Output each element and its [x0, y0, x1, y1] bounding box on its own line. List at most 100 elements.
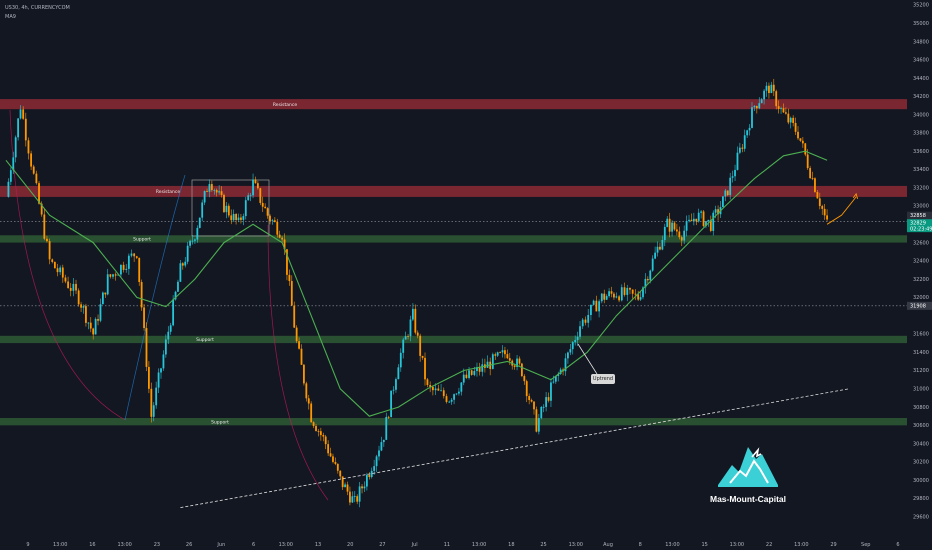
- candle: [552, 375, 555, 384]
- candle: [48, 238, 51, 265]
- candle: [569, 344, 572, 356]
- candle: [743, 129, 746, 152]
- candle: [590, 304, 592, 321]
- time-tick-label: 11: [444, 542, 450, 548]
- upper-price-badge-text: 32858: [910, 213, 926, 219]
- candle: [579, 320, 581, 340]
- candle: [140, 279, 143, 311]
- candle: [656, 241, 659, 257]
- candle: [247, 192, 250, 201]
- candle: [794, 117, 797, 136]
- candle: [537, 413, 540, 435]
- candle: [700, 209, 703, 219]
- candle: [261, 196, 264, 212]
- time-tick-label: Jul: [411, 542, 418, 548]
- candle: [99, 298, 102, 323]
- candle: [67, 276, 69, 289]
- candle: [763, 88, 765, 105]
- time-axis-bg: [0, 538, 932, 550]
- candle: [346, 481, 349, 496]
- candle: [576, 331, 579, 346]
- candle: [424, 352, 426, 386]
- candle: [59, 265, 62, 275]
- time-axis[interactable]: 9 13:00 16 13:00 23 26 Jun 6 13:00 13 20 27 Jul 11 13:…: [0, 538, 932, 550]
- candle: [157, 368, 160, 393]
- candle: [690, 213, 693, 222]
- candle: [322, 432, 325, 442]
- candle: [227, 203, 230, 218]
- candle: [736, 146, 739, 171]
- time-tick-label: 18: [508, 542, 514, 548]
- candle: [104, 292, 107, 298]
- time-tick-label: 13:00: [665, 542, 679, 548]
- candle: [726, 190, 729, 197]
- candle: [476, 362, 478, 377]
- price-tick-label: 31000: [913, 386, 929, 392]
- candle: [46, 235, 48, 243]
- candle: [155, 381, 158, 409]
- candle: [278, 230, 281, 239]
- candle: [80, 301, 82, 313]
- candle: [414, 304, 417, 335]
- candle: [581, 317, 584, 330]
- candle: [646, 276, 649, 284]
- candle: [69, 283, 72, 297]
- candle: [661, 235, 664, 251]
- candle: [784, 107, 787, 115]
- candles-layer: [7, 78, 828, 508]
- ma-line: [5, 150, 828, 417]
- candle: [518, 356, 521, 366]
- price-tick-label: 29800: [913, 496, 929, 502]
- candle: [651, 255, 654, 272]
- candle: [378, 445, 380, 461]
- candle: [385, 412, 388, 440]
- candle: [695, 218, 698, 226]
- candle: [789, 116, 792, 129]
- candle: [370, 467, 373, 479]
- candle: [196, 225, 199, 243]
- candle: [557, 371, 560, 382]
- candle: [445, 393, 448, 404]
- candle: [770, 81, 773, 94]
- time-tick-label: 8: [639, 542, 642, 548]
- candle: [751, 102, 753, 129]
- candle: [826, 209, 828, 222]
- candle: [92, 327, 95, 340]
- candle: [30, 150, 33, 171]
- candle: [164, 334, 167, 358]
- candle: [753, 105, 756, 112]
- candle: [426, 377, 429, 388]
- price-tick-label: 31400: [913, 350, 929, 356]
- candle: [353, 491, 356, 503]
- candle: [501, 345, 504, 358]
- candle: [303, 364, 305, 386]
- candle: [680, 235, 683, 247]
- price-axis[interactable]: 35200 35000 34800 34600 34400 34200 34000 33800…: [907, 0, 932, 550]
- candle: [382, 439, 385, 447]
- candle: [722, 196, 724, 208]
- candle: [177, 279, 179, 292]
- candle: [310, 401, 313, 423]
- candle: [758, 97, 761, 110]
- candle: [506, 349, 509, 360]
- candle: [112, 273, 114, 280]
- candle: [339, 470, 342, 479]
- time-tick-label: 25: [540, 542, 546, 548]
- candle: [453, 393, 455, 405]
- candle: [17, 117, 20, 141]
- candle: [19, 105, 22, 120]
- candle: [380, 436, 383, 452]
- candle: [455, 393, 458, 396]
- candle: [114, 272, 117, 281]
- candle: [458, 387, 460, 396]
- price-tick-label: 34800: [913, 39, 929, 45]
- candle: [768, 82, 770, 99]
- candle: [290, 275, 293, 306]
- candle: [637, 290, 640, 302]
- price-tick-label: 33000: [913, 204, 929, 210]
- candle: [610, 286, 613, 298]
- candle: [143, 304, 145, 331]
- candle: [525, 379, 528, 403]
- time-tick-label: 20: [347, 542, 353, 548]
